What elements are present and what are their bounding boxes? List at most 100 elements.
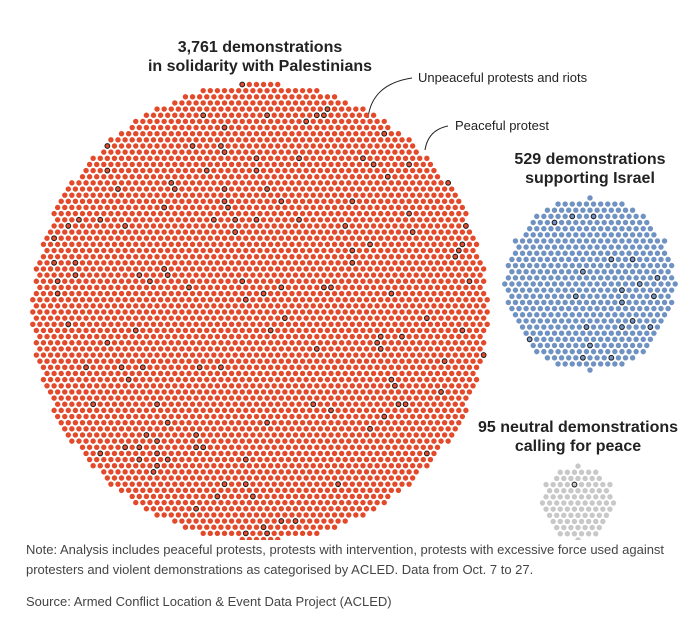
dot	[374, 364, 380, 371]
dot	[225, 217, 231, 223]
dot	[445, 401, 451, 407]
dot	[346, 426, 352, 432]
dot	[260, 327, 267, 334]
dot	[161, 512, 167, 518]
dot	[413, 407, 419, 414]
dot	[228, 419, 235, 426]
dot	[189, 475, 196, 481]
dot	[271, 260, 277, 266]
dot	[356, 395, 363, 401]
dot	[310, 450, 316, 457]
dot	[378, 186, 384, 192]
dot	[253, 229, 260, 235]
dot	[299, 321, 306, 327]
dot	[353, 167, 359, 174]
dot	[239, 106, 245, 112]
dot	[608, 330, 614, 336]
dot	[104, 327, 111, 334]
dot	[147, 389, 153, 395]
dot	[161, 426, 167, 432]
dot	[193, 137, 199, 143]
dot	[363, 419, 370, 426]
dot	[86, 407, 93, 414]
dot	[211, 180, 217, 186]
dot	[402, 253, 409, 260]
dot	[257, 174, 263, 180]
dot	[122, 161, 128, 168]
dot	[101, 469, 107, 475]
dot	[271, 419, 277, 426]
dot	[555, 312, 561, 318]
dot	[406, 284, 412, 291]
dot	[629, 342, 636, 349]
dot	[587, 244, 593, 250]
dot	[140, 118, 146, 125]
dot	[104, 413, 111, 420]
dot	[356, 210, 363, 217]
dot	[303, 204, 309, 211]
dot	[115, 358, 121, 364]
dot	[115, 370, 121, 377]
dot	[335, 284, 341, 291]
dot	[331, 315, 338, 321]
dot	[385, 198, 391, 205]
dot	[637, 269, 643, 275]
dot	[307, 297, 313, 303]
dot	[363, 161, 370, 168]
dot	[335, 112, 341, 118]
dot	[629, 269, 636, 275]
dot	[218, 524, 224, 530]
dot	[603, 488, 610, 494]
dot	[143, 137, 150, 143]
dot	[324, 499, 331, 506]
dot	[108, 210, 114, 217]
dot	[236, 124, 242, 131]
dot	[292, 407, 299, 414]
dot	[196, 413, 203, 420]
dot	[626, 312, 632, 318]
dot	[282, 413, 288, 420]
dot	[289, 253, 295, 260]
dot	[189, 278, 196, 284]
dot	[349, 137, 355, 143]
dot	[406, 174, 412, 180]
dot	[147, 204, 153, 211]
dot	[129, 272, 135, 278]
dot	[615, 244, 622, 250]
dot	[324, 340, 331, 346]
dot	[214, 112, 221, 118]
dot	[324, 217, 331, 223]
dot	[370, 297, 377, 303]
dot	[314, 235, 320, 241]
dot	[299, 383, 306, 389]
dot	[310, 401, 317, 408]
dot	[271, 100, 277, 106]
dot	[200, 198, 206, 205]
dot	[69, 426, 75, 432]
dot	[275, 167, 281, 174]
dot	[289, 118, 295, 125]
dot	[378, 395, 384, 401]
dot	[431, 217, 437, 223]
dot	[456, 297, 462, 303]
dot	[129, 186, 135, 192]
dot	[285, 198, 292, 205]
dot	[463, 346, 469, 352]
dot	[182, 94, 189, 100]
dot	[214, 297, 221, 303]
dot	[385, 260, 391, 266]
dot	[314, 321, 320, 327]
dot	[622, 330, 629, 336]
dot	[406, 235, 412, 241]
dot	[76, 229, 82, 235]
dot	[150, 284, 157, 291]
dot	[321, 100, 327, 106]
dot	[385, 456, 391, 463]
dot	[228, 149, 235, 155]
dot	[647, 238, 654, 244]
dot	[578, 481, 585, 488]
dot	[381, 426, 387, 432]
dot	[260, 290, 267, 297]
dot	[317, 475, 324, 481]
dot	[594, 269, 600, 275]
